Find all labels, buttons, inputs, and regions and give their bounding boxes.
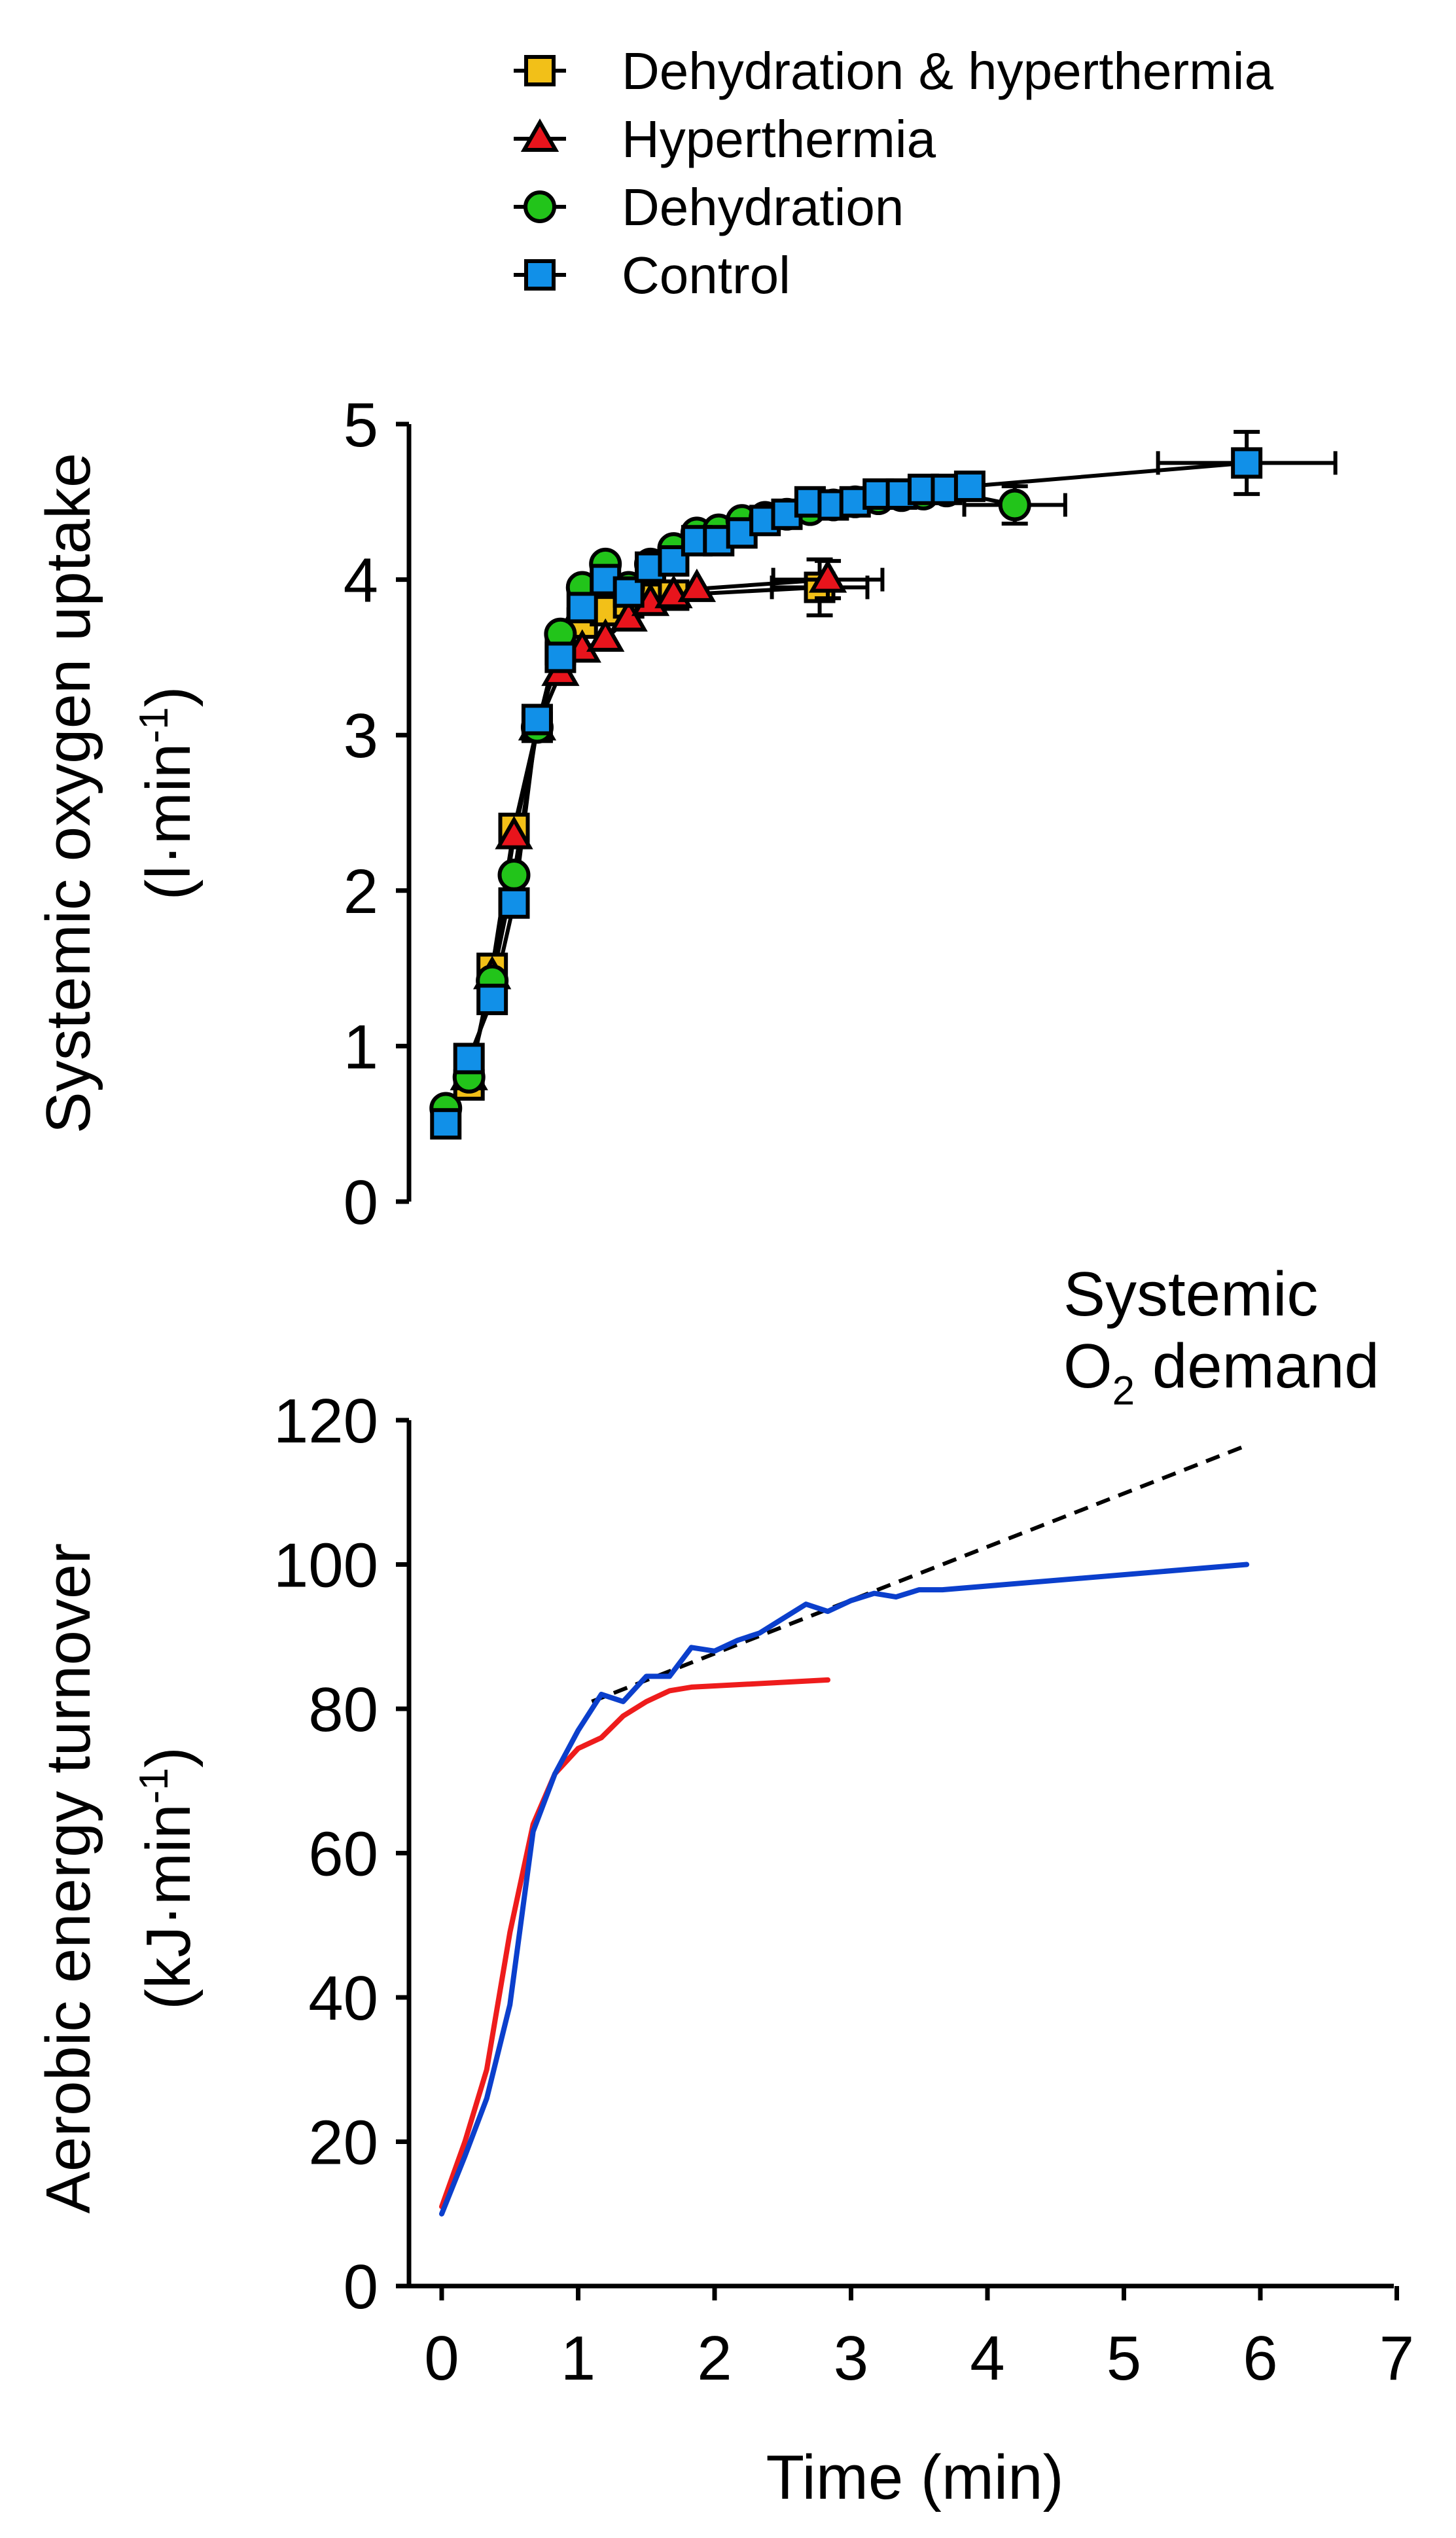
top-plot-area [429, 429, 1338, 1140]
x-tick-label: 2 [697, 2323, 732, 2393]
x-tick-label: 3 [834, 2323, 868, 2393]
top-unit-close: ) [133, 686, 204, 707]
bottom-y-tick-label: 80 [308, 1675, 378, 1745]
bottom-line-control [439, 1562, 1250, 2217]
data-point-triangle [495, 815, 533, 849]
legend-label-dehydration: Dehydration [622, 178, 904, 236]
bottom-axes: 0 20 40 60 80 100 120 0 1 2 3 4 5 6 7 [274, 1386, 1414, 2393]
legend-marker-square-yellow [524, 55, 556, 86]
legend-item-dehydration: Dehydration [514, 178, 904, 236]
demand-annotation: Systemic O2 demand [1063, 1259, 1379, 1414]
top-panel: 0 1 2 3 4 5 Systemic oxygen uptake (l·min-1) [33, 390, 1338, 1238]
legend-marker-square-blue [524, 259, 556, 291]
top-y-axis-title: Systemic oxygen uptake [33, 453, 103, 1134]
demand-annotation-line1: Systemic [1063, 1259, 1318, 1329]
top-line-control [444, 461, 1247, 1125]
data-point-square [476, 984, 508, 1016]
x-tick-label: 7 [1379, 2323, 1414, 2393]
demand-annotation-line2: O2 demand [1063, 1331, 1379, 1414]
top-y-tick-label: 2 [344, 857, 378, 927]
bottom-unit-base: (kJ·min [133, 1804, 204, 2010]
legend: Dehydration & hyperthermia Hyperthermia … [514, 42, 1274, 304]
data-point-square [498, 887, 530, 919]
demand-subscript: 2 [1112, 1368, 1135, 1414]
bottom-unit-close: ) [133, 1747, 204, 1768]
bottom-unit-exponent: -1 [132, 1768, 177, 1804]
bottom-y-tick-label: 60 [308, 1819, 378, 1889]
data-point-circle [998, 488, 1031, 522]
demand-o: O [1063, 1331, 1112, 1401]
demand-word: demand [1135, 1331, 1379, 1401]
data-point-triangle [586, 618, 625, 652]
bottom-y-tick-label: 40 [308, 1963, 378, 2033]
bottom-panel: 0 20 40 60 80 100 120 0 1 2 3 4 5 6 7 Aerobic energy t… [33, 1259, 1414, 2512]
data-point-square [1231, 447, 1263, 479]
x-tick-label: 6 [1243, 2323, 1277, 2393]
legend-label-control: Control [622, 246, 790, 304]
bottom-y-tick-label: 100 [274, 1531, 378, 1601]
data-point-square [953, 471, 985, 503]
top-y-tick-label: 4 [344, 546, 378, 616]
legend-item-hyperthermia: Hyperthermia [514, 110, 936, 168]
bottom-plot-area [439, 1443, 1250, 2217]
bottom-line-hyperthermia [439, 1677, 831, 2209]
data-point-square [453, 1043, 485, 1075]
x-tick-label: 4 [970, 2323, 1004, 2393]
data-point-square [544, 641, 577, 673]
data-point-square [566, 592, 598, 624]
top-unit-base: (l·min [133, 743, 204, 901]
legend-item-control: Control [514, 246, 790, 304]
top-y-axis: 0 1 2 3 4 5 [344, 390, 412, 1238]
data-point-triangle [808, 559, 847, 593]
legend-marker-circle-green [524, 190, 556, 223]
x-tick-label: 5 [1107, 2323, 1141, 2393]
top-series-hyperthermia [450, 559, 885, 1090]
data-point-square [430, 1108, 462, 1140]
legend-label-hyperthermia: Hyperthermia [622, 110, 936, 168]
legend-marker-triangle-red [520, 118, 559, 152]
bottom-y-axis-unit: (kJ·min-1) [132, 1747, 204, 2010]
bottom-y-tick-label: 20 [308, 2108, 378, 2178]
top-y-axis-unit: (l·min-1) [132, 686, 204, 900]
top-y-tick-label: 3 [344, 701, 378, 771]
top-y-tick-label: 0 [344, 1168, 378, 1238]
data-point-square [521, 704, 553, 736]
top-series-control [430, 429, 1338, 1140]
top-line-dehydration [444, 489, 1016, 1110]
data-point-circle [497, 859, 531, 892]
data-point-triangle [677, 568, 717, 602]
legend-item-dehydration-hyperthermia: Dehydration & hyperthermia [514, 42, 1274, 100]
bottom-y-tick-label: 120 [274, 1386, 378, 1456]
x-tick-label: 0 [424, 2323, 459, 2393]
bottom-y-axis-title: Aerobic energy turnover [33, 1543, 103, 2214]
top-y-tick-label: 1 [344, 1012, 378, 1082]
bottom-y-tick-label: 0 [344, 2252, 378, 2322]
top-y-tick-label: 5 [344, 390, 378, 460]
x-tick-label: 1 [561, 2323, 595, 2393]
data-point-square [613, 576, 645, 608]
legend-label-dehydration-hyperthermia: Dehydration & hyperthermia [622, 42, 1274, 100]
top-unit-exponent: -1 [132, 707, 177, 743]
x-axis-title: Time (min) [766, 2442, 1063, 2512]
